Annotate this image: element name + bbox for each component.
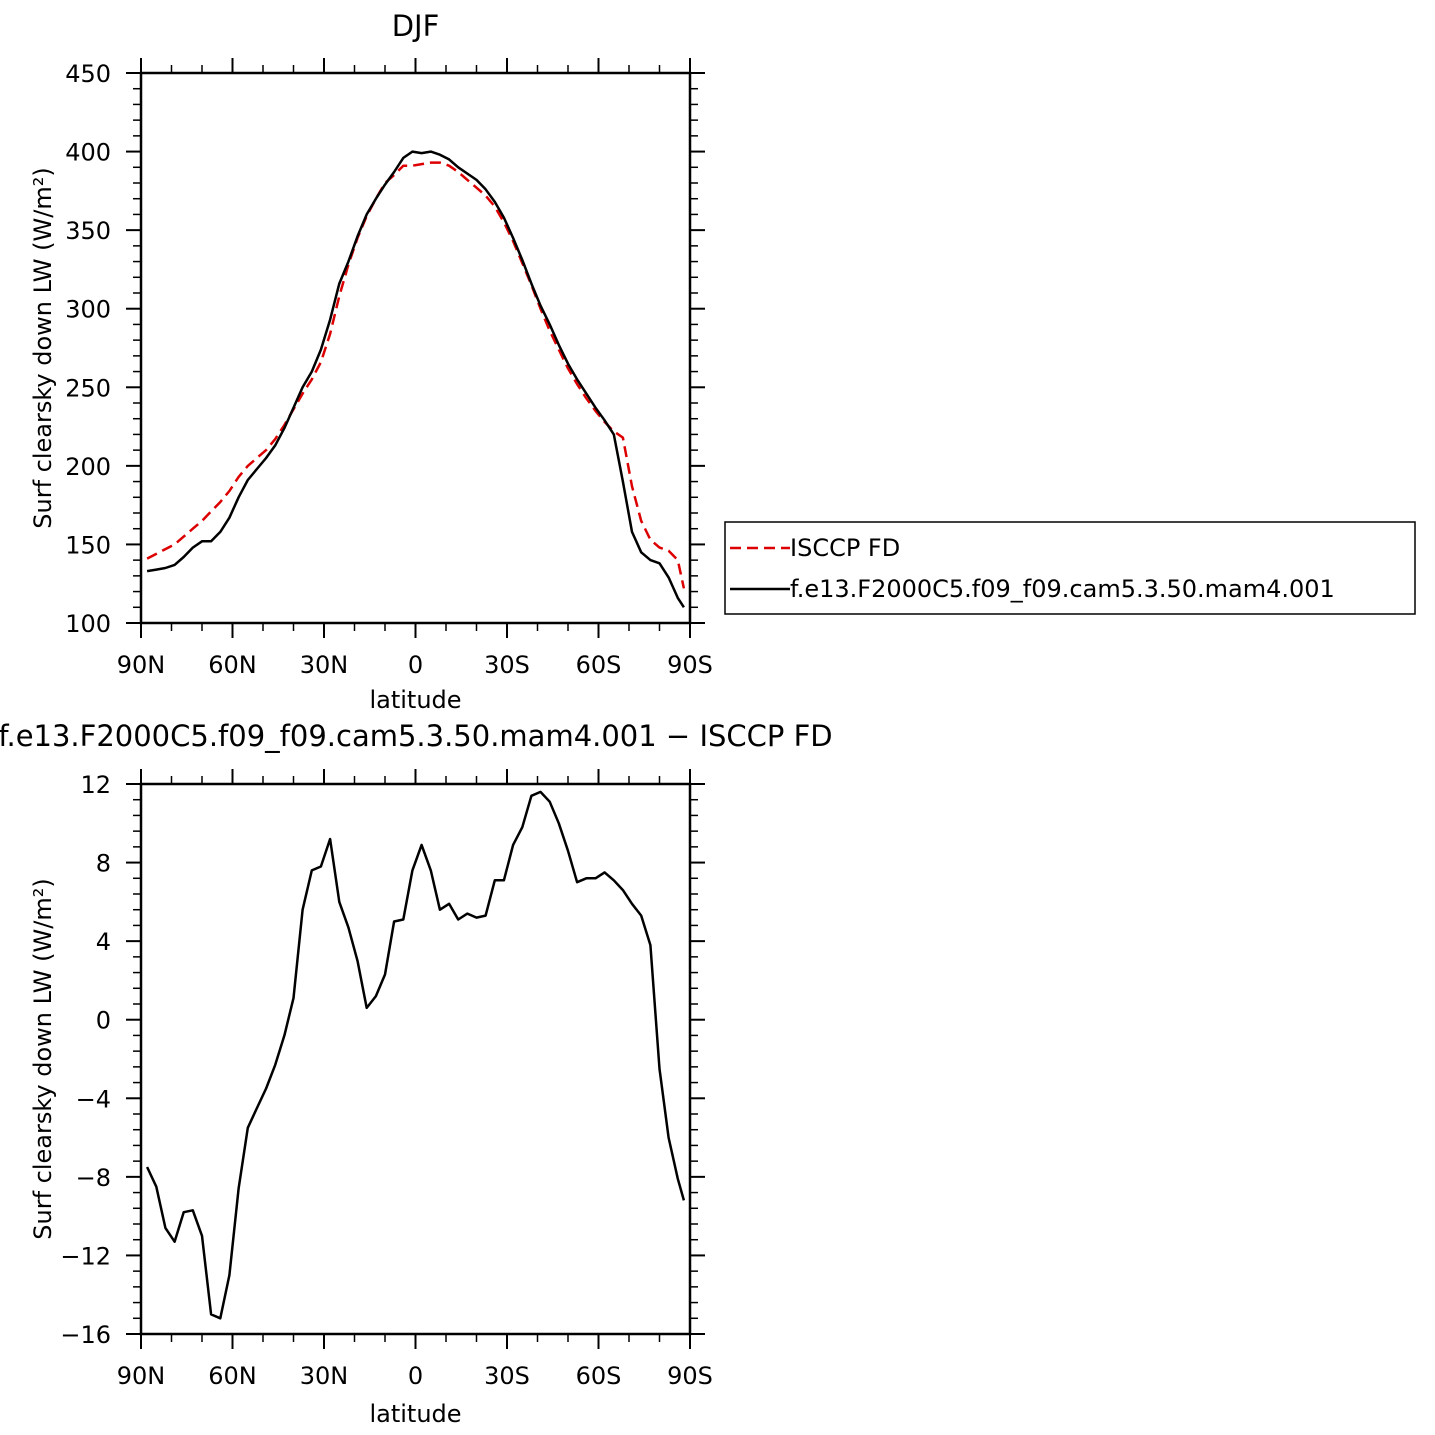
- legend-box: [724, 521, 1416, 615]
- series-line-0: [145, 790, 686, 1320]
- legend-label-model: f.e13.F2000C5.f09_f09.cam5.3.50.mam4.001: [790, 575, 1335, 603]
- bottom-plot-frame: [139, 782, 692, 1336]
- x-tick-label: 0: [408, 1362, 423, 1390]
- x-tick-label: 30S: [484, 1362, 530, 1390]
- y-tick-label: 350: [65, 217, 111, 245]
- x-tick-label: 30N: [300, 651, 349, 679]
- x-tick-label: 90N: [117, 1362, 166, 1390]
- y-tick-label: 150: [65, 531, 111, 559]
- x-tick-label: 60S: [576, 1362, 622, 1390]
- y-tick-label: 4: [96, 928, 111, 956]
- top-plot-x-axis-label: latitude: [369, 686, 461, 714]
- y-tick-label: −16: [60, 1321, 111, 1349]
- top-plot-y-axis-label: Surf clearsky down LW (W/m²): [29, 167, 57, 528]
- y-tick-label: 8: [96, 850, 111, 878]
- y-tick-label: 200: [65, 453, 111, 481]
- y-tick-label: −8: [76, 1164, 111, 1192]
- bottom-plot-lines: [145, 790, 686, 1320]
- x-tick-label: 60N: [208, 1362, 257, 1390]
- y-tick-label: 450: [65, 60, 111, 88]
- y-tick-label: 300: [65, 296, 111, 324]
- y-tick-label: 400: [65, 139, 111, 167]
- bottom-plot-x-axis-label: latitude: [369, 1400, 461, 1428]
- y-tick-label: 250: [65, 374, 111, 402]
- bottom-plot: f.e13.F2000C5.f09_f09.cam5.3.50.mam4.001…: [0, 719, 833, 1428]
- y-tick-label: 0: [96, 1007, 111, 1035]
- series-line-1: [146, 150, 685, 608]
- legend: ISCCP FD f.e13.F2000C5.f09_f09.cam5.3.50…: [724, 521, 1416, 615]
- top-plot-frame: [139, 71, 692, 625]
- x-tick-label: 90S: [667, 1362, 713, 1390]
- x-tick-label: 0: [408, 651, 423, 679]
- y-tick-label: −12: [60, 1242, 111, 1270]
- x-tick-label: 60S: [576, 651, 622, 679]
- x-tick-label: 90S: [667, 651, 713, 679]
- y-tick-label: −4: [76, 1085, 111, 1113]
- top-plot-title: DJF: [392, 9, 440, 43]
- top-plot-lines: [146, 150, 686, 608]
- x-tick-label: 30N: [300, 1362, 349, 1390]
- bottom-plot-y-axis-label: Surf clearsky down LW (W/m²): [29, 878, 57, 1239]
- x-tick-label: 60N: [208, 651, 257, 679]
- legend-label-isccp-fd: ISCCP FD: [790, 534, 900, 562]
- x-tick-label: 30S: [484, 651, 530, 679]
- y-tick-label: 12: [80, 771, 111, 799]
- y-tick-label: 100: [65, 610, 111, 638]
- series-line-0: [146, 161, 686, 589]
- x-tick-label: 90N: [117, 651, 166, 679]
- top-plot: DJF Surf clearsky down LW (W/m²) latitud…: [29, 9, 713, 714]
- bottom-plot-title: f.e13.F2000C5.f09_f09.cam5.3.50.mam4.001…: [0, 719, 833, 753]
- top-plot-ticks: 90N 60N 30N 0 30S 60S 90S 100 150 200 250 300 350 400…: [65, 58, 713, 679]
- bottom-plot-ticks: 90N 60N 30N 0 30S 60S 90S −16 −12 −8 −4 0 4 8 12: [60, 769, 713, 1390]
